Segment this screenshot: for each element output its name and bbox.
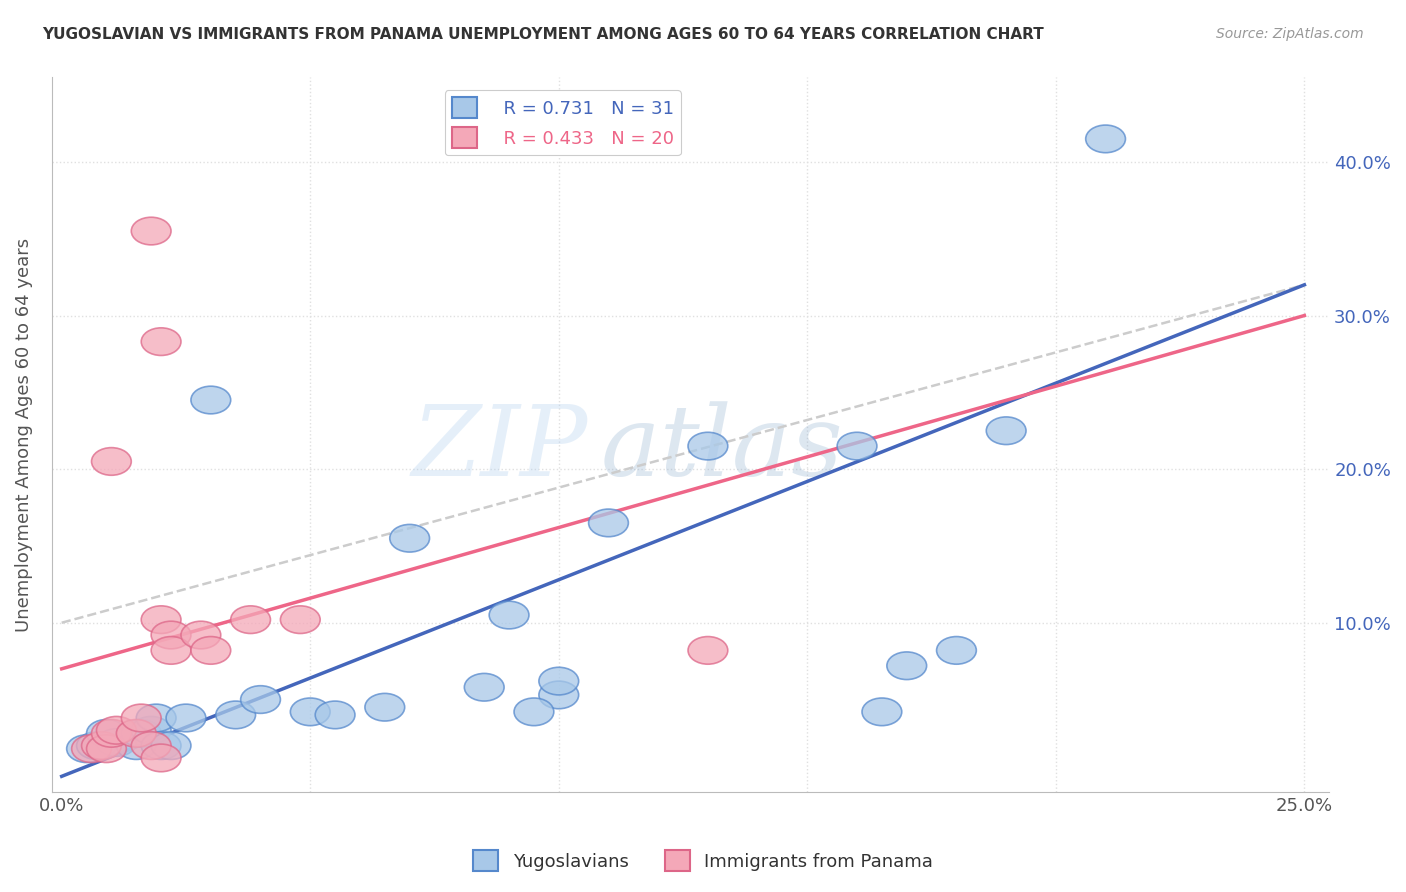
Ellipse shape [87, 735, 127, 763]
Ellipse shape [166, 704, 205, 731]
Ellipse shape [538, 681, 579, 709]
Y-axis label: Unemployment Among Ages 60 to 64 years: Unemployment Among Ages 60 to 64 years [15, 237, 32, 632]
Ellipse shape [464, 673, 505, 701]
Ellipse shape [152, 621, 191, 648]
Ellipse shape [688, 637, 728, 665]
Ellipse shape [936, 637, 976, 665]
Ellipse shape [117, 720, 156, 747]
Ellipse shape [131, 716, 172, 744]
Ellipse shape [66, 735, 107, 763]
Text: Source: ZipAtlas.com: Source: ZipAtlas.com [1216, 27, 1364, 41]
Ellipse shape [97, 716, 136, 744]
Ellipse shape [489, 601, 529, 629]
Ellipse shape [141, 328, 181, 356]
Ellipse shape [231, 606, 270, 633]
Ellipse shape [688, 433, 728, 460]
Ellipse shape [291, 698, 330, 726]
Ellipse shape [538, 667, 579, 695]
Ellipse shape [141, 744, 181, 772]
Ellipse shape [389, 524, 430, 552]
Ellipse shape [862, 698, 901, 726]
Ellipse shape [152, 731, 191, 759]
Ellipse shape [91, 720, 131, 747]
Ellipse shape [887, 652, 927, 680]
Ellipse shape [141, 731, 181, 759]
Ellipse shape [366, 693, 405, 721]
Ellipse shape [986, 417, 1026, 444]
Legend:   R = 0.731   N = 31,   R = 0.433   N = 20: R = 0.731 N = 31, R = 0.433 N = 20 [444, 90, 681, 155]
Text: YUGOSLAVIAN VS IMMIGRANTS FROM PANAMA UNEMPLOYMENT AMONG AGES 60 TO 64 YEARS COR: YUGOSLAVIAN VS IMMIGRANTS FROM PANAMA UN… [42, 27, 1043, 42]
Ellipse shape [91, 448, 131, 475]
Ellipse shape [82, 731, 121, 759]
Ellipse shape [1085, 125, 1125, 153]
Text: ZIP: ZIP [412, 401, 588, 497]
Ellipse shape [76, 731, 117, 759]
Text: atlas: atlas [602, 401, 844, 497]
Ellipse shape [191, 637, 231, 665]
Ellipse shape [97, 729, 136, 756]
Legend: Yugoslavians, Immigrants from Panama: Yugoslavians, Immigrants from Panama [465, 843, 941, 879]
Ellipse shape [72, 735, 111, 763]
Ellipse shape [240, 686, 280, 714]
Ellipse shape [215, 701, 256, 729]
Ellipse shape [191, 386, 231, 414]
Ellipse shape [87, 720, 127, 747]
Ellipse shape [141, 606, 181, 633]
Ellipse shape [589, 509, 628, 537]
Ellipse shape [152, 637, 191, 665]
Ellipse shape [315, 701, 354, 729]
Ellipse shape [181, 621, 221, 648]
Ellipse shape [131, 731, 172, 759]
Ellipse shape [117, 731, 156, 759]
Ellipse shape [131, 218, 172, 245]
Ellipse shape [121, 720, 162, 747]
Ellipse shape [121, 704, 162, 731]
Ellipse shape [837, 433, 877, 460]
Ellipse shape [515, 698, 554, 726]
Ellipse shape [280, 606, 321, 633]
Ellipse shape [136, 704, 176, 731]
